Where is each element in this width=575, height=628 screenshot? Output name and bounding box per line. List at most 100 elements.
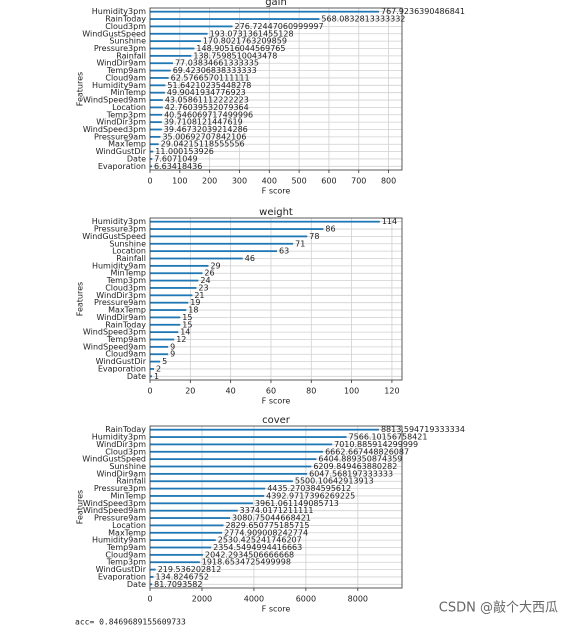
x-tick-label: 800 (381, 177, 396, 186)
value-label: 23 (198, 283, 208, 292)
y-tick-label: WindSpeed3pm (83, 499, 146, 508)
value-label: 767.9236390486841 (381, 7, 465, 16)
bar (150, 10, 380, 13)
bar (150, 220, 380, 223)
bar (150, 113, 163, 116)
y-axis-label: Features (76, 282, 85, 316)
bar (150, 143, 159, 146)
value-label: 138.7598510043478 (193, 51, 277, 60)
bar (150, 32, 208, 35)
y-tick-label: Sunshine (109, 37, 146, 46)
y-tick-label: WindSpeed3pm (83, 328, 146, 337)
y-tick-label: Pressure9am (94, 132, 146, 141)
bar (150, 338, 175, 341)
bar (150, 54, 192, 57)
bar (150, 465, 312, 468)
bar (150, 524, 224, 527)
plot-frame (149, 7, 403, 171)
value-label: 2042.2934506666668 (205, 550, 294, 559)
y-tick-label: Sunshine (109, 462, 146, 471)
value-label: 63 (279, 247, 289, 256)
value-label: 15 (182, 320, 192, 329)
bar (150, 495, 265, 497)
y-tick-label: MinTemp (110, 491, 146, 500)
y-tick-label: Temp9am (106, 335, 146, 344)
bar (150, 62, 173, 65)
value-label: 7.6071049 (154, 154, 197, 163)
bar (150, 301, 189, 304)
bar (150, 25, 233, 28)
bar (150, 576, 154, 578)
bar (150, 568, 156, 571)
y-tick-label: Humidity3pm (92, 217, 146, 226)
y-tick-label: RainToday (105, 320, 146, 329)
value-label: 21 (194, 291, 204, 300)
bar (150, 561, 200, 564)
bar (150, 91, 165, 94)
bar (150, 583, 153, 586)
y-tick-label: Cloud3pm (105, 447, 146, 456)
value-label: 40.546069717499996 (164, 110, 253, 119)
value-label: 35.00692707842106 (162, 132, 246, 141)
bar (150, 360, 161, 363)
y-tick-label: Date (127, 580, 146, 589)
value-label: 193.0731361455128 (210, 29, 294, 38)
y-tick-label: Temp9am (106, 66, 146, 75)
value-label: 86 (325, 225, 335, 234)
y-tick-label: Temp3pm (106, 110, 146, 119)
y-tick-label: Date (127, 372, 146, 381)
y-axis-label: Features (76, 490, 85, 524)
y-tick-label: Evaporation (98, 162, 146, 171)
bar (150, 502, 253, 505)
bar (150, 106, 163, 109)
bar (150, 517, 231, 519)
bar (150, 316, 181, 319)
x-tick-label: 0 (147, 595, 152, 604)
value-label: 6.63418436 (154, 162, 202, 171)
bar (150, 158, 153, 160)
bar (150, 18, 320, 20)
bar (150, 272, 203, 275)
y-tick-label: Humidity3pm (92, 7, 146, 16)
y-tick-label: Cloud3pm (105, 22, 146, 31)
y-tick-label: MaxTemp (108, 140, 146, 149)
value-label: 6047.568197333333 (309, 469, 393, 478)
value-label: 170.8021763209859 (203, 37, 287, 46)
y-tick-label: MinTemp (110, 269, 146, 278)
value-label: 3080.75044668421 (232, 514, 311, 523)
y-tick-label: WindDir3pm (96, 118, 146, 127)
x-tick-label: 120 (384, 387, 399, 396)
bar (150, 69, 171, 72)
bar (150, 509, 238, 512)
y-tick-label: Cloud9am (105, 550, 146, 559)
value-label: 148.90516044569765 (196, 44, 285, 53)
y-tick-label: Humidity9am (92, 536, 146, 545)
value-label: 3961.061149085713 (255, 499, 339, 508)
y-tick-label: WindDir3pm (96, 440, 146, 449)
y-tick-label: Sunshine (109, 239, 146, 248)
bar (150, 40, 201, 43)
bar (150, 323, 181, 326)
value-label: 39.46732039214286 (164, 125, 248, 134)
y-tick-label: Location (112, 247, 146, 256)
y-tick-label: WindSpeed9am (83, 506, 146, 515)
bar (150, 228, 324, 230)
x-tick-label: 100 (344, 387, 359, 396)
value-label: 3374.0171211111 (240, 506, 314, 515)
bar (150, 150, 154, 153)
value-label: 1918.6534725499998 (202, 558, 291, 567)
value-label: 219.536202812 (158, 565, 222, 574)
bar (150, 428, 379, 431)
x-tick-label: 600 (321, 177, 336, 186)
bar (150, 135, 161, 138)
bar (150, 458, 317, 461)
value-label: 24 (200, 276, 210, 285)
bar (150, 242, 294, 245)
value-label: 29.04215118555556 (161, 140, 245, 149)
y-tick-label: Cloud3pm (105, 283, 146, 292)
bar (150, 546, 212, 549)
value-label: 1 (154, 372, 159, 381)
y-tick-label: WindGustSpeed (82, 29, 146, 38)
y-tick-label: WindDir9am (96, 313, 146, 322)
value-label: 7010.885914299999 (334, 440, 418, 449)
